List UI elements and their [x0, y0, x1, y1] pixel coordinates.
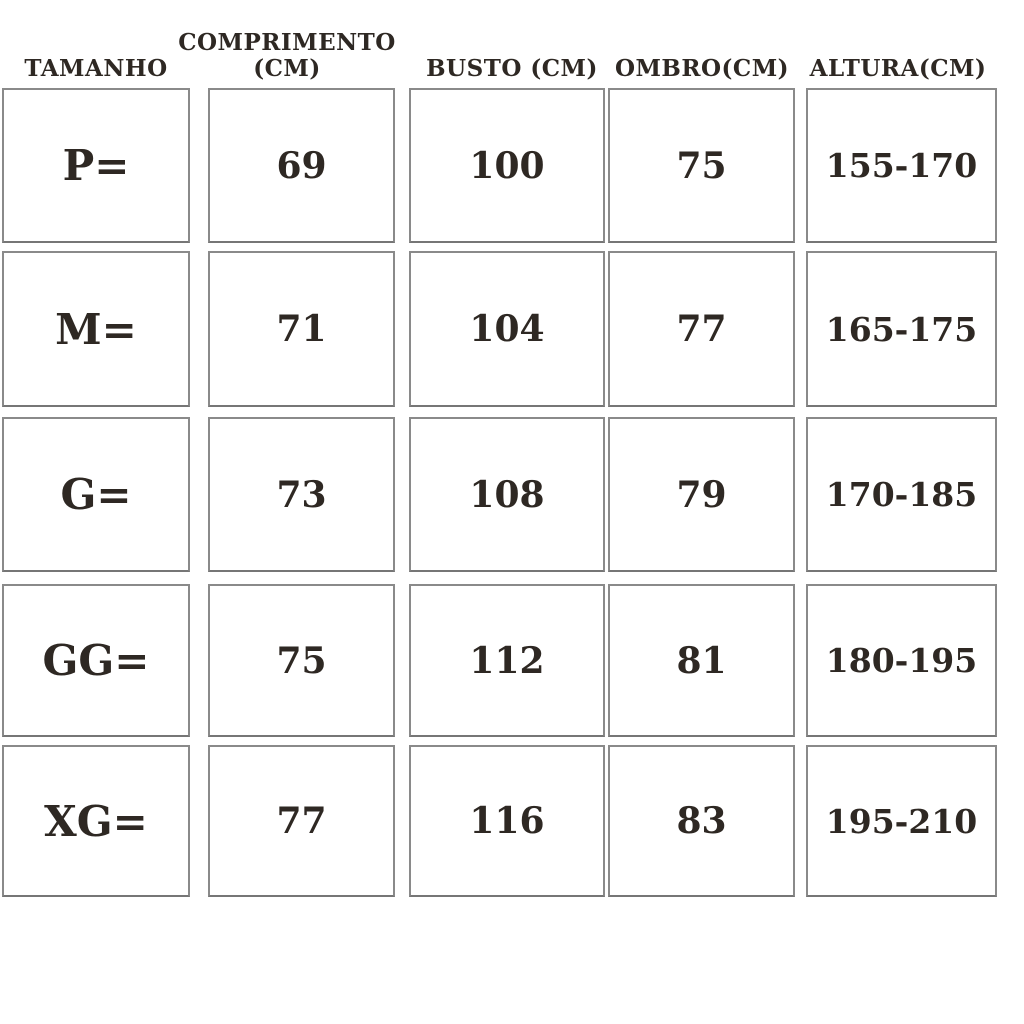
cell-gg-tamanho: GG=	[2, 584, 190, 737]
cell-p-busto: 100	[409, 88, 605, 243]
cell-p-ombro: 75	[608, 88, 795, 243]
cell-xg-tamanho: XG=	[2, 745, 190, 897]
cell-xg-ombro: 83	[608, 745, 795, 897]
cell-gg-ombro: 81	[608, 584, 795, 737]
column-header-altura: ALTURA(CM)	[798, 26, 998, 82]
cell-g-comprimento: 73	[208, 417, 395, 572]
cell-m-comprimento: 71	[208, 251, 395, 407]
cell-m-busto: 104	[409, 251, 605, 407]
column-header-busto: BUSTO (CM)	[412, 26, 612, 82]
cell-g-ombro: 79	[608, 417, 795, 572]
cell-g-tamanho: G=	[2, 417, 190, 572]
column-header-tamanho: TAMANHO	[6, 26, 186, 82]
column-header-label: BUSTO (CM)	[426, 55, 598, 82]
cell-p-tamanho: P=	[2, 88, 190, 243]
column-header-comprimento: COMPRIMENTO (CM)	[178, 26, 395, 82]
cell-gg-comprimento: 75	[208, 584, 395, 737]
cell-m-altura: 165-175	[806, 251, 997, 407]
cell-p-comprimento: 69	[208, 88, 395, 243]
column-header-label: COMPRIMENTO	[178, 29, 396, 56]
cell-g-altura: 170-185	[806, 417, 997, 572]
cell-m-tamanho: M=	[2, 251, 190, 407]
cell-g-busto: 108	[409, 417, 605, 572]
cell-xg-altura: 195-210	[806, 745, 997, 897]
cell-xg-busto: 116	[409, 745, 605, 897]
cell-p-altura: 155-170	[806, 88, 997, 243]
column-header-label: ALTURA(CM)	[809, 55, 987, 82]
cell-xg-comprimento: 77	[208, 745, 395, 897]
column-header-label-unit: (CM)	[253, 55, 321, 82]
cell-gg-altura: 180-195	[806, 584, 997, 737]
cell-gg-busto: 112	[409, 584, 605, 737]
cell-m-ombro: 77	[608, 251, 795, 407]
column-header-label: OMBRO(CM)	[614, 55, 790, 82]
column-header-label: TAMANHO	[24, 55, 168, 82]
column-header-ombro: OMBRO(CM)	[602, 26, 802, 82]
